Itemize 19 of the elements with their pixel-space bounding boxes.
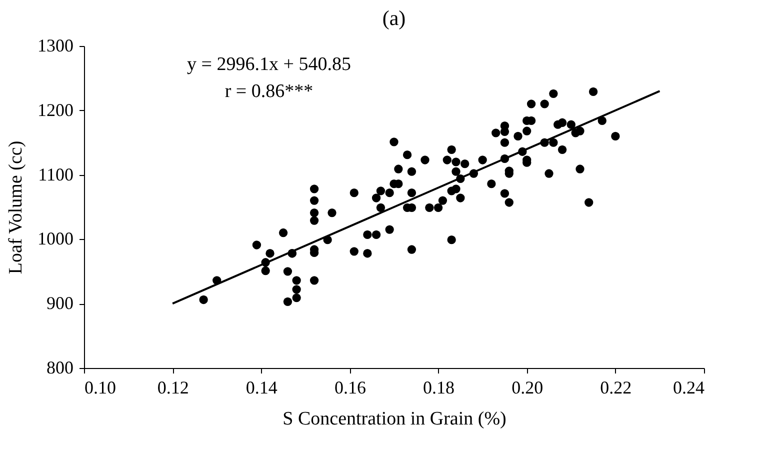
x-axis-title: S Concentration in Grain (%)	[282, 408, 506, 430]
y-axis-title: Loaf Volume (cc)	[6, 140, 26, 274]
chart-title: (a)	[382, 6, 406, 30]
x-tick-label: 0.14	[246, 378, 278, 398]
x-tick-label: 0.10	[84, 378, 116, 398]
x-tick-label: 0.20	[512, 378, 544, 398]
y-tick-label: 1100	[38, 164, 74, 184]
annotation: y = 2996.1x + 540.85	[187, 54, 351, 75]
y-tick-label: 900	[46, 293, 74, 314]
x-tick-label: 0.18	[423, 378, 455, 398]
y-tick-label: 1200	[38, 100, 74, 120]
x-tick-label: 0.24	[673, 378, 704, 398]
annotation: r = 0.86***	[224, 81, 314, 102]
y-tick-label: 800	[46, 358, 74, 378]
x-tick-label: 0.16	[334, 378, 366, 398]
y-tick-label: 1300	[38, 36, 74, 56]
x-tick-label: 0.22	[600, 378, 632, 398]
y-tick-label: 1000	[38, 228, 74, 249]
x-tick-label: 0.12	[157, 378, 189, 398]
